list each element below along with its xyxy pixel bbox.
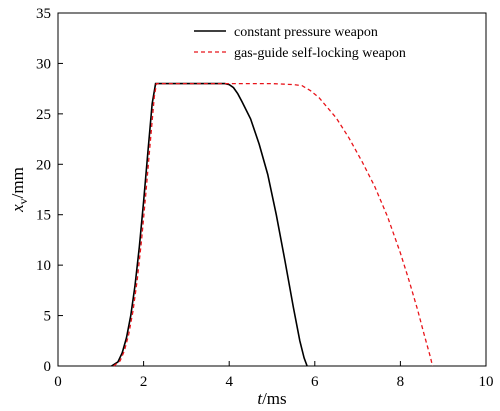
y-axis-label-unit: /mm [8, 167, 27, 198]
x-axis-label-main: t [257, 389, 263, 408]
plot-area [57, 12, 487, 367]
y-tick-label: 30 [36, 56, 51, 72]
x-tick-label: 2 [140, 374, 148, 390]
y-tick-label: 25 [36, 107, 51, 123]
y-axis-label-sub: v [16, 198, 30, 204]
x-tick-label: 10 [479, 374, 494, 390]
x-axis-ticks: 0 2 4 6 8 10 [54, 361, 494, 390]
x-tick-label: 6 [311, 374, 319, 390]
y-axis-label-main: x [8, 204, 27, 213]
series-group [111, 82, 434, 367]
legend: constant pressure weapon gas-guide self-… [194, 25, 406, 61]
x-axis-label-unit: /ms [262, 389, 287, 408]
y-tick-label: 10 [36, 258, 51, 274]
x-tick-label: 4 [225, 374, 233, 390]
y-tick-label: 20 [36, 157, 51, 173]
x-tick-label: 0 [54, 374, 62, 390]
y-axis-label: xv/mm [8, 167, 30, 213]
series-line-gas-guide [113, 82, 434, 367]
y-tick-label: 15 [36, 208, 51, 224]
x-tick-label: 8 [397, 374, 405, 390]
plot-frame [57, 12, 487, 367]
y-tick-label: 5 [44, 309, 52, 325]
y-tick-label: 0 [44, 359, 52, 375]
legend-label-constant-pressure: constant pressure weapon [234, 25, 378, 40]
y-axis-ticks: 0 5 10 15 20 25 30 35 [36, 6, 63, 375]
x-axis-label: t/ms [257, 389, 286, 408]
legend-label-gas-guide: gas-guide self-locking weapon [234, 46, 406, 61]
y-tick-label: 35 [36, 6, 51, 22]
series-line-constant-pressure [111, 82, 308, 367]
